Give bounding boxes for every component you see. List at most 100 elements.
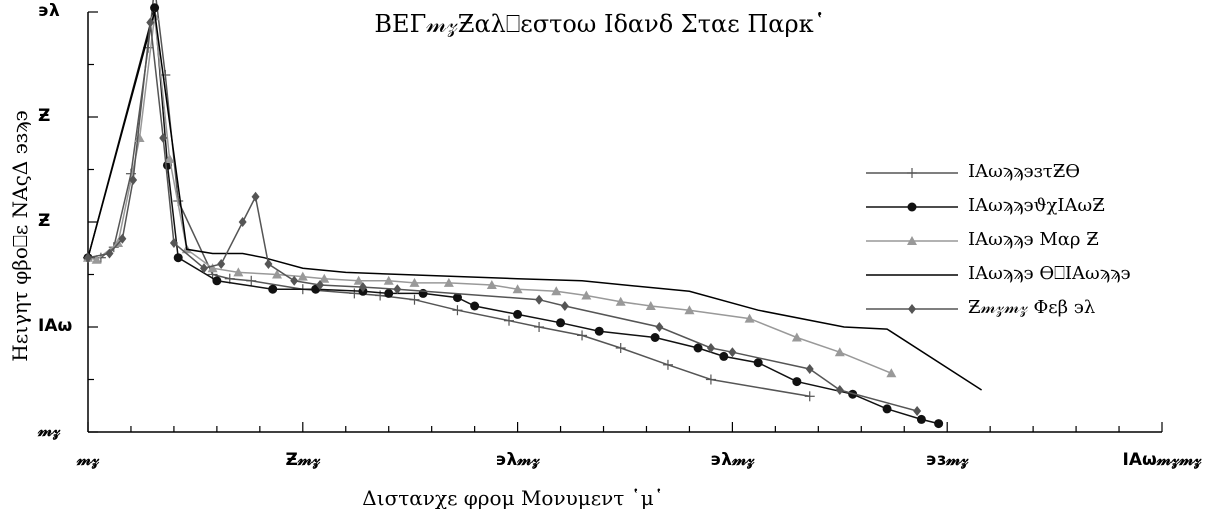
data-point <box>615 343 626 353</box>
data-point <box>319 273 330 283</box>
series-line <box>87 7 939 425</box>
x-axis-label: Διστανχε φρομ Μονυμεντ ῾μ῾ <box>362 486 664 510</box>
data-point <box>105 248 114 259</box>
series-1 <box>83 3 944 429</box>
data-point <box>470 301 480 311</box>
data-point <box>615 296 626 306</box>
x-tick-label: ϶ɜ𝓂𝓏 <box>925 450 969 470</box>
data-point <box>212 276 222 286</box>
data-point <box>792 377 802 387</box>
legend-label: Ƶ𝓂𝓏𝓂𝓏 Φεβ ϶λ <box>968 297 1096 318</box>
data-point <box>719 351 729 361</box>
y-axis-label: Ηειγητ φβο⎕ε ΝΑςΔ ϶ɜϡ϶ <box>8 110 32 362</box>
data-point <box>146 17 155 28</box>
data-point <box>315 280 324 290</box>
data-point <box>486 280 497 289</box>
data-point <box>650 333 660 342</box>
legend-label: ΙΑωϡϡ϶ Μαρ Ƶ <box>968 229 1099 250</box>
series-line <box>87 11 983 391</box>
series-4 <box>84 17 922 416</box>
data-point <box>452 305 463 316</box>
data-point <box>383 275 394 285</box>
data-point <box>199 263 208 274</box>
data-point <box>513 309 523 319</box>
data-point <box>169 238 178 248</box>
data-point <box>118 233 127 244</box>
data-point <box>886 368 897 378</box>
data-point <box>581 290 592 300</box>
data-point <box>535 294 544 305</box>
series-line <box>88 0 810 398</box>
legend-label: ΙΑωϡϡ϶ɜτƵϴ <box>968 161 1081 182</box>
data-point <box>349 288 360 299</box>
data-point <box>913 406 922 416</box>
data-point <box>753 358 763 368</box>
y-tick-label: Ƶ <box>38 211 51 231</box>
data-point <box>272 269 283 279</box>
data-point <box>934 419 944 429</box>
series-line <box>87 16 892 374</box>
data-point <box>160 70 171 80</box>
series-2 <box>83 11 897 378</box>
legend-label: ΙΑωϡϡ϶ϑχΙΑωƵ <box>968 195 1105 216</box>
data-point <box>534 322 545 332</box>
data-point <box>150 3 160 13</box>
data-point <box>384 288 394 298</box>
data-point <box>164 154 175 163</box>
data-point <box>744 313 755 323</box>
axes <box>87 11 1163 433</box>
y-tick-label: ΙΑω <box>38 316 73 336</box>
data-point <box>268 284 278 294</box>
data-point <box>882 404 892 414</box>
x-tick-label: Ƶ𝓂𝓏 <box>285 450 321 470</box>
data-point <box>645 301 656 310</box>
data-point <box>560 301 569 311</box>
data-point <box>834 347 845 357</box>
y-tick-label: ϶λ <box>38 1 60 21</box>
data-point <box>91 254 102 264</box>
data-point <box>233 267 244 277</box>
y-tick-label: 𝓂𝓏 <box>38 421 61 441</box>
data-point <box>251 191 260 202</box>
data-point <box>684 305 695 315</box>
data-point <box>290 275 299 286</box>
legend-marker <box>907 202 917 212</box>
data-point <box>264 259 273 269</box>
data-point <box>84 252 92 263</box>
data-point <box>835 385 844 395</box>
x-tick-label: ϶λ𝓂𝓏 <box>495 450 540 470</box>
data-point <box>655 322 664 332</box>
data-point <box>556 318 566 328</box>
data-point <box>504 315 515 326</box>
legend-marker <box>907 168 917 178</box>
data-point <box>577 330 588 341</box>
data-point <box>916 414 926 424</box>
data-point <box>443 277 454 287</box>
data-point <box>353 275 364 285</box>
data-point <box>512 284 523 294</box>
x-tick-label: ϶λ𝓂𝓏 <box>710 450 755 470</box>
data-point <box>705 374 716 385</box>
data-point <box>297 271 308 281</box>
data-point <box>551 286 562 296</box>
series-3 <box>87 11 983 391</box>
legend-label: ΙΑωϡϡ϶ ϴ⎕ΙΑωϡϡ϶ <box>968 263 1131 284</box>
data-point <box>217 259 226 269</box>
data-point <box>693 343 703 353</box>
data-point <box>113 238 124 247</box>
y-tick-label: Ƶ <box>38 106 51 126</box>
data-point <box>207 263 218 273</box>
x-tick-label: ΙΑω𝓂𝓏𝓂𝓏 <box>1122 450 1202 470</box>
series-layer <box>83 0 983 429</box>
x-tick-label: 𝓂𝓏 <box>76 450 100 470</box>
data-point <box>805 364 814 374</box>
data-point <box>358 282 367 293</box>
data-point <box>238 217 247 227</box>
data-point <box>393 284 402 295</box>
data-point <box>409 294 420 305</box>
series-line <box>87 22 918 412</box>
chart-title: ΒΕΓ𝓂𝓏Ƶαλ⎕εστοω Ιδανδ Σταε Παρκ῾ <box>374 10 826 38</box>
data-point <box>129 175 138 185</box>
data-point <box>791 332 802 342</box>
series-0 <box>83 0 815 402</box>
